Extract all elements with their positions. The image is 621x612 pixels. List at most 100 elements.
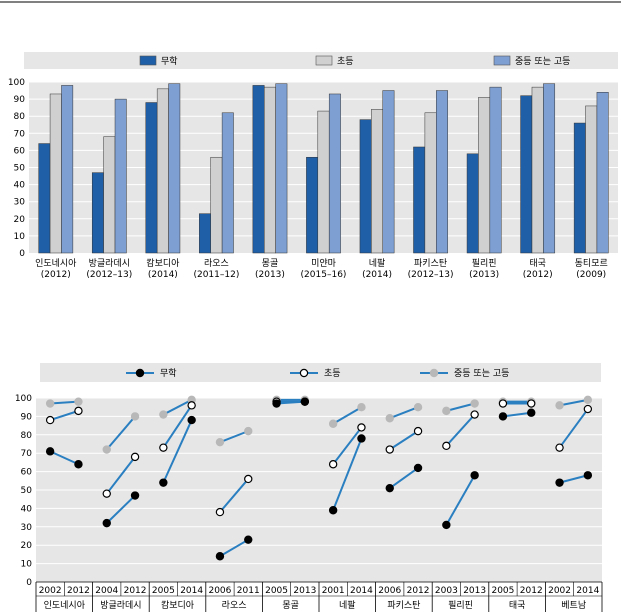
bar	[221, 112, 234, 254]
category-year-label: (2014)	[362, 270, 392, 280]
y-tick-label: 50	[21, 486, 33, 496]
slope-line	[162, 398, 193, 416]
year-label: 2005	[491, 586, 514, 596]
category-year-label: (2014)	[148, 270, 178, 280]
year-label: 2012	[67, 586, 90, 596]
point-secondary	[413, 403, 423, 412]
bar	[252, 85, 265, 254]
point-primary	[413, 426, 423, 436]
point-primary	[442, 441, 451, 451]
point-secondary	[102, 445, 111, 454]
slope-line	[558, 408, 589, 449]
bar	[478, 97, 491, 254]
point-primary	[45, 415, 55, 425]
legend-label: 중등 또는 고등	[515, 56, 570, 67]
year-label: 2012	[124, 586, 147, 596]
slope-line	[445, 413, 476, 447]
point-secondary	[385, 414, 394, 423]
point-secondary	[470, 399, 479, 408]
point-none	[357, 434, 366, 443]
y-tick-label: 90	[14, 95, 26, 105]
legend-label: 무학	[160, 368, 177, 379]
bar	[371, 109, 383, 254]
point-secondary	[45, 399, 55, 408]
bar	[275, 83, 288, 254]
bar	[596, 92, 609, 254]
y-tick-label: 30	[21, 523, 33, 533]
legend-label: 초등	[324, 368, 341, 379]
point-secondary	[215, 437, 225, 447]
category-year-label: (2012–13)	[86, 270, 132, 280]
category-label: 네팔	[369, 257, 386, 269]
slope-line	[276, 400, 305, 405]
bar	[520, 95, 533, 254]
bar	[91, 172, 104, 254]
slope-line	[389, 430, 419, 451]
bar	[306, 156, 319, 254]
y-tick-label: 0	[26, 578, 32, 588]
category-year-label: (2013)	[255, 270, 285, 280]
point-primary	[583, 404, 593, 414]
bar	[424, 112, 437, 254]
y-tick-label: 10	[14, 232, 26, 242]
slope-line	[559, 474, 589, 484]
category-label: 몽골	[262, 258, 279, 269]
slope-line	[332, 406, 362, 425]
slope-line	[332, 426, 363, 465]
category-year-label: (2012)	[41, 270, 71, 280]
bar	[413, 146, 426, 254]
slope-line	[559, 398, 589, 407]
bar	[49, 93, 62, 254]
category-label: 캄보디아	[146, 257, 180, 269]
bar	[466, 153, 479, 254]
year-label: 2005	[265, 586, 288, 596]
bar	[156, 88, 169, 254]
slope-line	[219, 538, 249, 558]
y-tick-label: 70	[14, 129, 26, 139]
category-year-label: (2009)	[576, 270, 606, 280]
country-label: 몽골	[282, 600, 299, 611]
year-label: 2013	[293, 586, 316, 596]
slope-line	[50, 400, 79, 405]
point-none	[442, 520, 451, 530]
category-year-label: (2012)	[523, 270, 553, 280]
point-none	[470, 471, 479, 480]
legend-bar	[40, 363, 601, 382]
legend-label: 중등 또는 고등	[454, 368, 509, 379]
legend-swatch	[315, 55, 333, 66]
point-none	[159, 478, 168, 487]
point-none	[130, 491, 140, 500]
bar	[382, 90, 395, 254]
legend-label: 무학	[161, 56, 178, 67]
y-tick-label: 90	[21, 412, 33, 422]
category-year-label: (2011–12)	[193, 270, 239, 280]
slope-line	[446, 402, 475, 412]
bar	[199, 213, 211, 254]
slope-line	[162, 404, 193, 449]
category-label: 필리핀	[472, 257, 497, 269]
category-label: 태국	[529, 258, 546, 269]
point-primary	[159, 443, 168, 452]
legend-label: 초등	[337, 56, 354, 67]
year-label: 2004	[95, 586, 118, 596]
y-tick-label: 80	[21, 431, 33, 441]
y-tick-label: 100	[8, 78, 25, 88]
bar	[168, 83, 181, 254]
slope-chart: 무학 초등 중등 또는 고등 0 10 20 30 40 50 60 70 80 90 100 2002 20…	[15, 363, 603, 612]
y-tick-label: 40	[14, 181, 26, 191]
year-label: 2006	[208, 586, 231, 596]
country-label: 라오스	[222, 600, 247, 611]
year-label: 2012	[407, 586, 430, 596]
year-label: 2013	[463, 586, 486, 596]
point-primary	[498, 399, 508, 408]
point-secondary	[583, 395, 593, 405]
point-primary	[385, 445, 394, 454]
country-label: 네팔	[339, 599, 356, 611]
country-label: 베트남	[561, 600, 586, 611]
year-label: 2006	[378, 586, 401, 596]
country-label: 방글라데시	[100, 600, 141, 611]
bar	[145, 102, 158, 254]
year-label: 2014	[180, 586, 203, 596]
legend-marker	[429, 368, 439, 378]
bar	[573, 122, 586, 254]
